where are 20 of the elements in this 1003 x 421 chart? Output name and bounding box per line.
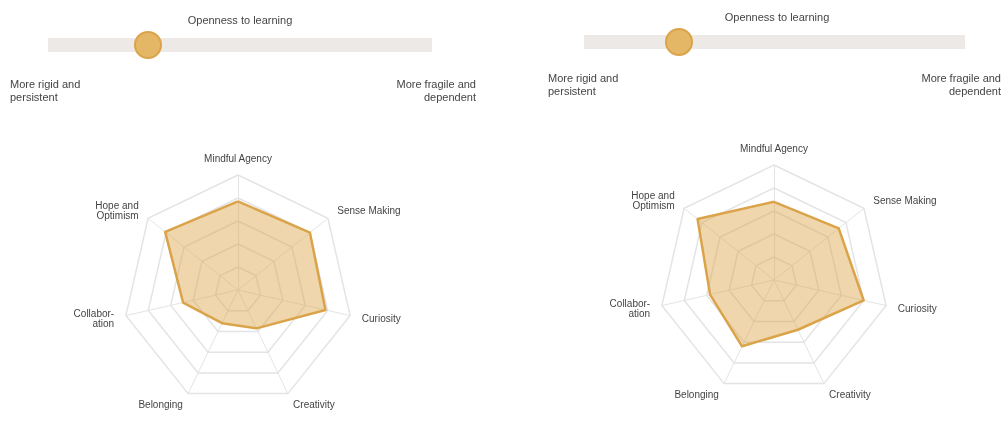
spoke-label: Hope and Optimism: [631, 190, 675, 212]
spoke-label: Mindful Agency: [740, 142, 808, 154]
chart-title: Openness to learning: [187, 14, 293, 26]
spoke-label: Belonging: [674, 388, 719, 400]
spoke-label: Sense Making: [337, 205, 401, 217]
text: More fragile and dependent: [395, 78, 476, 104]
spoke-label: Collabor- ation: [609, 297, 651, 319]
spoke-label: Belonging: [138, 398, 183, 410]
spoke-label: Hope and Optimism: [95, 200, 139, 222]
spoke-label: Creativity: [293, 398, 335, 410]
spoke-label: Sense Making: [873, 195, 937, 207]
spoke-label: Collabor- ation: [73, 307, 115, 329]
spoke-label: Creativity: [829, 388, 871, 400]
text: More rigid and persistent: [548, 72, 620, 98]
spoke-label: Mindful Agency: [204, 152, 272, 164]
chart-title: Openness to learning: [724, 11, 830, 23]
spoke-label: Curiosity: [897, 302, 937, 314]
spoke-label: Curiosity: [361, 312, 401, 324]
text: More rigid and persistent: [10, 78, 82, 104]
text: More fragile and dependent: [920, 72, 1001, 98]
